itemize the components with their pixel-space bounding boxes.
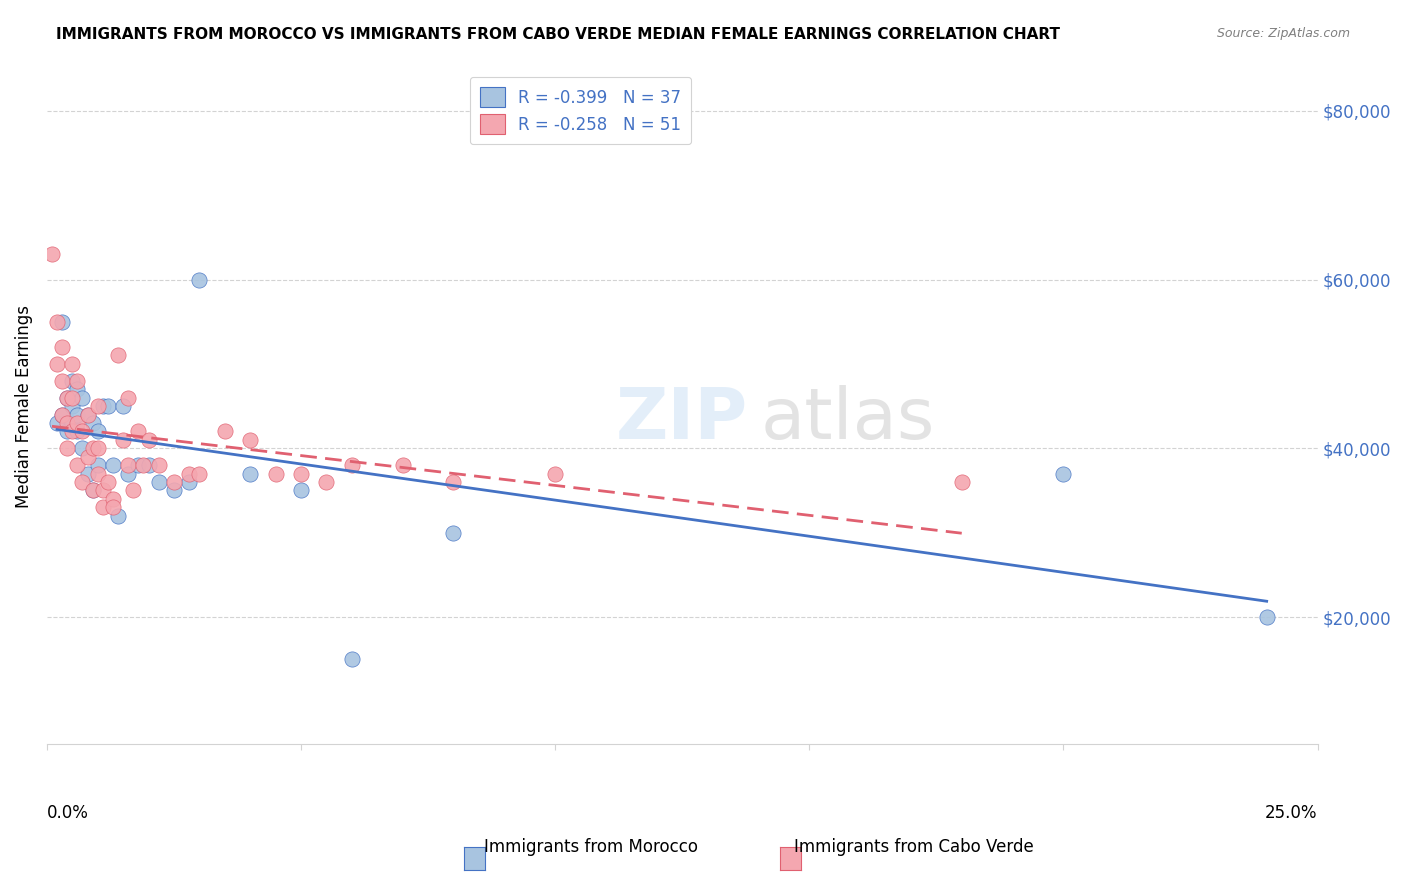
Point (290, 467, 312, 481)
Point (91, 500, 114, 515)
Point (76, 450, 98, 464)
Point (86, 467, 108, 481)
Text: 25.0%: 25.0% (1265, 805, 1317, 822)
Point (443, 525, 465, 540)
Point (91, 399, 114, 413)
Point (51, 408, 73, 422)
Point (112, 433, 135, 447)
Point (60, 374, 83, 388)
Point (66, 458, 89, 472)
Point (544, 467, 567, 481)
Point (76, 467, 98, 481)
Y-axis label: Median Female Earnings: Median Female Earnings (15, 304, 32, 508)
Text: Immigrants from Cabo Verde: Immigrants from Cabo Verde (794, 838, 1033, 856)
Point (315, 475, 337, 489)
Point (82, 416, 104, 430)
Point (86, 458, 108, 472)
Point (51, 315, 73, 329)
Point (214, 425, 236, 439)
Point (72, 425, 94, 439)
Point (86, 399, 108, 413)
Point (82, 483, 104, 498)
Point (60, 391, 83, 405)
Point (46, 357, 69, 371)
Point (950, 475, 973, 489)
Point (97, 399, 120, 413)
Text: atlas: atlas (761, 385, 935, 454)
Text: Immigrants from Morocco: Immigrants from Morocco (484, 838, 697, 856)
Point (148, 475, 170, 489)
Point (138, 433, 160, 447)
Point (122, 483, 145, 498)
Point (290, 483, 312, 498)
Point (117, 458, 139, 472)
Point (76, 408, 98, 422)
Point (66, 374, 89, 388)
Point (1052, 467, 1074, 481)
Point (91, 483, 114, 498)
Point (72, 475, 94, 489)
Point (188, 272, 211, 286)
Point (443, 475, 465, 489)
Point (56, 425, 79, 439)
Point (188, 467, 211, 481)
Text: ZIP: ZIP (616, 385, 748, 454)
Point (82, 442, 104, 456)
Point (101, 500, 124, 515)
Point (127, 458, 149, 472)
Point (163, 475, 186, 489)
Point (56, 416, 79, 430)
Point (132, 458, 155, 472)
Point (264, 467, 287, 481)
Point (101, 458, 124, 472)
Point (46, 416, 69, 430)
Point (340, 652, 363, 666)
Point (117, 391, 139, 405)
Point (239, 467, 262, 481)
Point (101, 491, 124, 506)
Point (1256, 610, 1278, 624)
Point (86, 425, 108, 439)
Point (107, 348, 129, 362)
Point (46, 315, 69, 329)
Point (60, 425, 83, 439)
Text: 0.0%: 0.0% (46, 805, 89, 822)
Point (391, 458, 413, 472)
Point (41, 247, 63, 261)
Point (56, 391, 79, 405)
Point (138, 458, 160, 472)
Point (97, 475, 120, 489)
Point (60, 399, 83, 413)
Point (82, 483, 104, 498)
Text: Source: ZipAtlas.com: Source: ZipAtlas.com (1216, 27, 1350, 40)
Point (72, 442, 94, 456)
Point (72, 391, 94, 405)
Point (56, 442, 79, 456)
Point (51, 374, 73, 388)
Point (107, 508, 129, 523)
Point (340, 458, 363, 472)
Point (66, 382, 89, 396)
Point (179, 475, 201, 489)
Point (112, 399, 135, 413)
Point (60, 357, 83, 371)
Point (66, 425, 89, 439)
Text: IMMIGRANTS FROM MOROCCO VS IMMIGRANTS FROM CABO VERDE MEDIAN FEMALE EARNINGS COR: IMMIGRANTS FROM MOROCCO VS IMMIGRANTS FR… (56, 27, 1060, 42)
Point (148, 458, 170, 472)
Point (86, 442, 108, 456)
Point (179, 467, 201, 481)
Point (117, 467, 139, 481)
Point (66, 408, 89, 422)
Point (239, 433, 262, 447)
Point (76, 408, 98, 422)
Point (51, 340, 73, 354)
Point (66, 416, 89, 430)
Legend: R = -0.399   N = 37, R = -0.258   N = 51: R = -0.399 N = 37, R = -0.258 N = 51 (470, 77, 692, 145)
Point (56, 391, 79, 405)
Point (163, 483, 186, 498)
Point (60, 416, 83, 430)
Point (127, 425, 149, 439)
Point (51, 408, 73, 422)
